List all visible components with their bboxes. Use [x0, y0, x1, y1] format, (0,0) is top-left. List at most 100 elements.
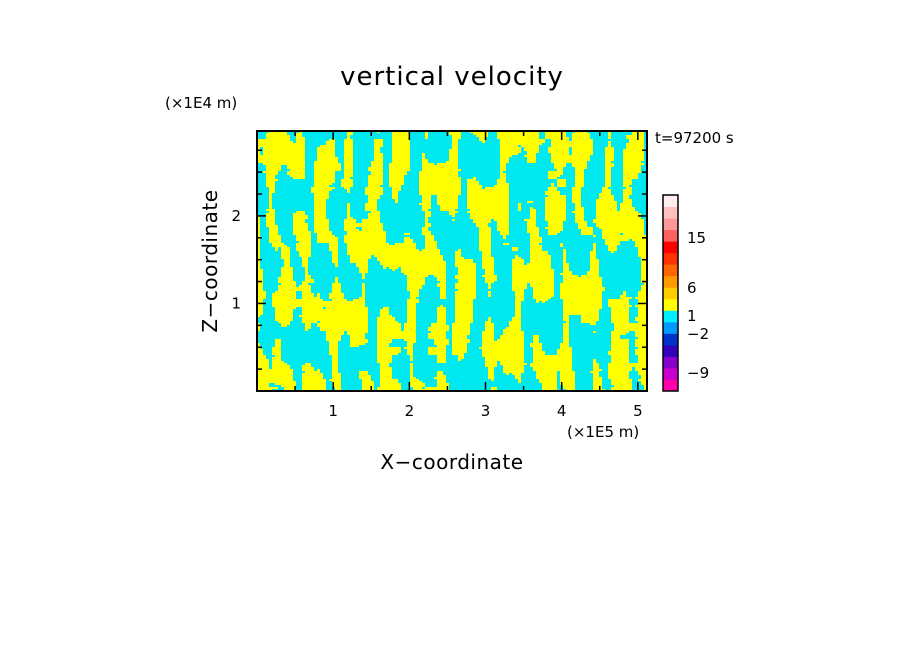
- positive-velocity-region: [272, 353, 281, 355]
- positive-velocity-region: [257, 305, 263, 307]
- positive-velocity-region: [335, 277, 338, 279]
- positive-velocity-region: [410, 383, 425, 385]
- positive-velocity-region: [407, 341, 416, 343]
- positive-velocity-region: [407, 343, 413, 345]
- positive-velocity-region: [560, 273, 572, 275]
- positive-velocity-region: [608, 137, 611, 139]
- positive-velocity-region: [389, 163, 410, 165]
- positive-velocity-region: [395, 201, 398, 203]
- positive-velocity-region: [563, 315, 569, 317]
- positive-velocity-region: [611, 359, 629, 361]
- positive-velocity-region: [419, 191, 461, 193]
- positive-velocity-region: [407, 301, 419, 303]
- positive-velocity-region: [452, 329, 470, 331]
- colorbar-bin: [663, 275, 678, 288]
- positive-velocity-region: [296, 211, 305, 213]
- positive-velocity-region: [410, 375, 413, 377]
- positive-velocity-region: [500, 173, 506, 175]
- positive-velocity-region: [407, 317, 416, 319]
- positive-velocity-region: [329, 347, 338, 349]
- positive-velocity-region: [335, 281, 338, 283]
- positive-velocity-region: [440, 305, 443, 307]
- positive-velocity-region: [512, 317, 521, 319]
- positive-velocity-region: [374, 143, 383, 145]
- positive-velocity-region: [302, 387, 326, 389]
- positive-velocity-region: [482, 253, 491, 255]
- positive-velocity-region: [293, 225, 308, 227]
- positive-velocity-region: [257, 239, 260, 241]
- positive-velocity-region: [344, 229, 359, 231]
- positive-velocity-region: [593, 359, 596, 361]
- positive-velocity-region: [281, 273, 293, 275]
- positive-velocity-region: [257, 301, 263, 303]
- positive-velocity-region: [452, 349, 467, 351]
- positive-velocity-region: [377, 353, 398, 355]
- positive-velocity-region: [257, 139, 290, 141]
- positive-velocity-region: [623, 233, 644, 235]
- positive-velocity-region: [257, 309, 263, 311]
- positive-velocity-region: [611, 345, 629, 347]
- positive-velocity-region: [500, 149, 521, 151]
- positive-velocity-region: [371, 171, 383, 173]
- positive-velocity-region: [506, 327, 521, 329]
- positive-velocity-region: [563, 307, 602, 309]
- positive-velocity-region: [437, 277, 446, 279]
- positive-velocity-region: [563, 319, 569, 321]
- positive-velocity-region: [347, 209, 350, 211]
- positive-velocity-region: [620, 205, 632, 207]
- x-tick-label: 4: [557, 402, 567, 420]
- positive-velocity-region: [347, 217, 353, 219]
- positive-velocity-region: [314, 165, 341, 167]
- positive-velocity-region: [293, 177, 305, 179]
- positive-velocity-region: [257, 351, 263, 353]
- positive-velocity-region: [269, 205, 272, 207]
- positive-velocity-region: [362, 287, 365, 289]
- positive-velocity-region: [500, 167, 506, 169]
- positive-velocity-region: [545, 137, 569, 139]
- positive-velocity-region: [266, 135, 290, 137]
- positive-velocity-region: [452, 145, 458, 147]
- positive-velocity-region: [437, 379, 446, 381]
- positive-velocity-region: [605, 169, 611, 171]
- positive-velocity-region: [488, 375, 494, 377]
- positive-velocity-region: [257, 373, 293, 375]
- positive-velocity-region: [302, 319, 368, 321]
- positive-velocity-region: [425, 221, 428, 223]
- positive-velocity-region: [500, 165, 506, 167]
- positive-velocity-region: [269, 201, 272, 203]
- positive-velocity-region: [518, 207, 521, 209]
- positive-velocity-region: [362, 383, 374, 385]
- positive-velocity-region: [344, 169, 353, 171]
- positive-velocity-region: [563, 275, 578, 277]
- positive-velocity-region: [575, 175, 584, 177]
- positive-velocity-region: [572, 149, 593, 151]
- positive-velocity-region: [638, 295, 647, 297]
- positive-velocity-region: [500, 157, 509, 159]
- positive-velocity-region: [425, 387, 449, 389]
- positive-velocity-region: [623, 153, 644, 155]
- positive-velocity-region: [479, 227, 491, 229]
- positive-velocity-region: [551, 161, 587, 163]
- positive-velocity-region: [344, 151, 353, 153]
- positive-velocity-region: [542, 383, 557, 385]
- positive-velocity-region: [419, 189, 461, 191]
- positive-velocity-region: [515, 307, 521, 309]
- positive-velocity-region: [287, 167, 305, 169]
- positive-velocity-region: [515, 305, 521, 307]
- positive-velocity-region: [332, 377, 341, 379]
- positive-velocity-region: [377, 323, 401, 325]
- positive-velocity-region: [500, 163, 506, 165]
- positive-velocity-region: [611, 383, 632, 385]
- positive-velocity-region: [257, 357, 266, 359]
- colorbar-frame: [662, 194, 679, 392]
- positive-velocity-region: [278, 285, 296, 287]
- positive-velocity-region: [389, 173, 407, 175]
- positive-velocity-region: [257, 383, 269, 385]
- positive-velocity-region: [302, 297, 320, 299]
- positive-velocity-region: [257, 299, 263, 301]
- positive-velocity-region: [545, 193, 560, 195]
- positive-velocity-region: [563, 263, 569, 265]
- positive-velocity-region: [440, 281, 446, 283]
- positive-velocity-region: [344, 165, 353, 167]
